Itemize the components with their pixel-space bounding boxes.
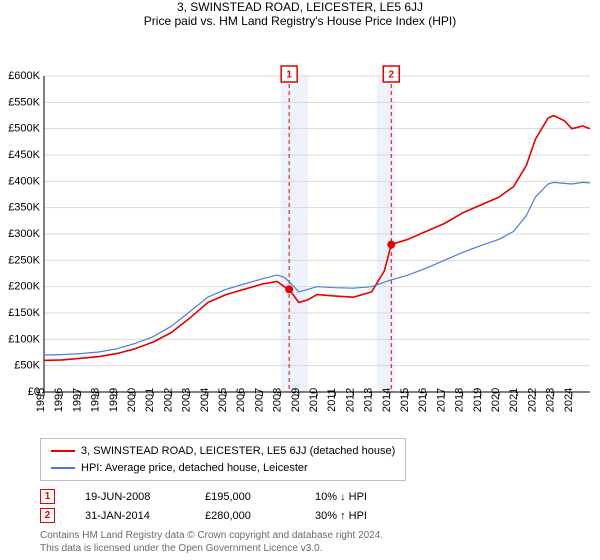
x-tick-label: 2014: [381, 388, 393, 412]
sales-row: 1 19-JUN-2008 £195,000 10% ↓ HPI: [40, 487, 600, 506]
legend-swatch: [51, 467, 75, 469]
y-tick-label: £350K: [8, 202, 40, 214]
sale-dot: [285, 285, 293, 293]
legend: 3, SWINSTEAD ROAD, LEICESTER, LE5 6JJ (d…: [40, 438, 600, 481]
x-tick-label: 2013: [363, 388, 375, 412]
page-title: 3, SWINSTEAD ROAD, LEICESTER, LE5 6JJ: [0, 0, 600, 14]
legend-item: HPI: Average price, detached house, Leic…: [51, 460, 395, 477]
sales-row-date: 19-JUN-2008: [85, 491, 175, 503]
sales-row-marker: 1: [40, 489, 55, 504]
x-tick-label: 1995: [35, 388, 47, 412]
legend-label: HPI: Average price, detached house, Leic…: [81, 460, 308, 477]
x-tick-label: 2002: [162, 388, 174, 412]
x-tick-label: 1996: [53, 388, 65, 412]
sales-row-diff: 10% ↓ HPI: [315, 491, 405, 503]
x-tick-label: 2020: [490, 388, 502, 412]
x-tick-label: 2019: [472, 388, 484, 412]
y-tick-label: £250K: [8, 254, 40, 266]
y-tick-label: £300K: [8, 228, 40, 240]
y-tick-label: £500K: [8, 123, 40, 135]
sales-row-price: £195,000: [205, 491, 285, 503]
x-tick-label: 1997: [71, 388, 83, 412]
sale-marker-number: 2: [388, 70, 394, 81]
y-tick-label: £100K: [8, 333, 40, 345]
x-tick-label: 2008: [272, 388, 284, 412]
sales-row-date: 31-JAN-2014: [85, 510, 175, 522]
legend-swatch: [51, 450, 75, 452]
x-tick-label: 2005: [217, 388, 229, 412]
x-tick-label: 2015: [399, 388, 411, 412]
x-tick-label: 2012: [344, 388, 356, 412]
sale-dot: [387, 241, 395, 249]
series-hpi: [44, 182, 590, 355]
x-tick-label: 2003: [181, 388, 193, 412]
series-price_paid: [44, 116, 590, 361]
y-tick-label: £150K: [8, 307, 40, 319]
sales-row: 2 31-JAN-2014 £280,000 30% ↑ HPI: [40, 506, 600, 525]
sales-row-diff: 30% ↑ HPI: [315, 510, 405, 522]
footer-line-2: This data is licensed under the Open Gov…: [40, 542, 600, 555]
x-tick-label: 2009: [290, 388, 302, 412]
y-tick-label: £450K: [8, 149, 40, 161]
x-tick-label: 2000: [126, 388, 138, 412]
sales-row-price: £280,000: [205, 510, 285, 522]
y-tick-label: £550K: [8, 96, 40, 108]
x-tick-label: 2017: [435, 388, 447, 412]
footer-line-1: Contains HM Land Registry data © Crown c…: [40, 529, 600, 542]
x-tick-label: 1998: [90, 388, 102, 412]
sale-marker-number: 1: [286, 70, 292, 81]
y-tick-label: £400K: [8, 175, 40, 187]
sales-row-marker: 2: [40, 508, 55, 523]
x-tick-label: 2016: [417, 388, 429, 412]
sales-table: 1 19-JUN-2008 £195,000 10% ↓ HPI 2 31-JAN-201…: [40, 487, 600, 525]
x-tick-label: 2007: [253, 388, 265, 412]
x-tick-label: 2004: [199, 388, 211, 412]
footer-copyright: Contains HM Land Registry data © Crown c…: [40, 529, 600, 555]
y-tick-label: £50K: [14, 360, 40, 372]
x-tick-label: 2024: [563, 388, 575, 412]
page-subtitle: Price paid vs. HM Land Registry's House …: [0, 14, 600, 28]
x-tick-label: 1999: [108, 388, 120, 412]
x-tick-label: 2006: [235, 388, 247, 412]
y-tick-label: £600K: [8, 70, 40, 82]
x-tick-label: 2018: [454, 388, 466, 412]
legend-item: 3, SWINSTEAD ROAD, LEICESTER, LE5 6JJ (d…: [51, 443, 395, 460]
y-tick-label: £200K: [8, 281, 40, 293]
legend-label: 3, SWINSTEAD ROAD, LEICESTER, LE5 6JJ (d…: [81, 443, 395, 460]
x-tick-label: 2001: [144, 388, 156, 412]
x-tick-label: 2010: [308, 388, 320, 412]
x-tick-label: 2022: [526, 388, 538, 412]
price-chart: £0£50K£100K£150K£200K£250K£300K£350K£400…: [0, 32, 600, 432]
x-tick-label: 2021: [508, 388, 520, 412]
x-tick-label: 2023: [545, 388, 557, 412]
